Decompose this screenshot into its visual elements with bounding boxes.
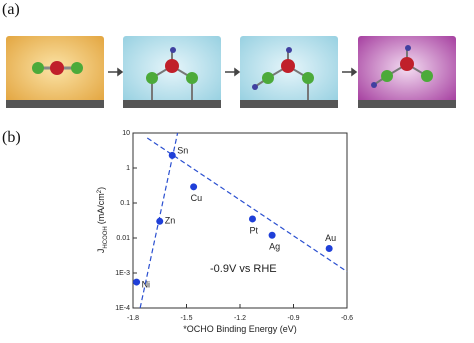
data-point xyxy=(133,278,141,286)
annotation: -0.9V vs RHE xyxy=(210,263,277,275)
data-point xyxy=(156,217,164,225)
panel-label: (b) xyxy=(2,129,21,146)
y-tick-label: 0.01 xyxy=(116,235,130,242)
point-label: Ni xyxy=(142,279,151,289)
point-label: Sn xyxy=(177,146,188,156)
point-label: Pt xyxy=(249,225,258,235)
y-tick-label: 1 xyxy=(126,165,130,172)
y-tick-label: 10 xyxy=(122,130,130,137)
y-axis-label: JHCOOH(mA/cm2) xyxy=(96,187,109,253)
data-point xyxy=(268,231,276,239)
x-tick-label: -1.5 xyxy=(180,315,192,322)
y-tick-label: 0.1 xyxy=(120,200,130,207)
x-tick-label: -1.2 xyxy=(234,315,246,322)
mechanism-diagram xyxy=(6,36,456,108)
data-point xyxy=(168,151,176,159)
panel-label: (a) xyxy=(2,1,20,18)
data-point xyxy=(325,245,333,253)
x-tick-label: -1.8 xyxy=(127,315,139,322)
point-label: Au xyxy=(325,233,336,243)
trend-line xyxy=(146,137,348,273)
point-label: Ag xyxy=(269,242,280,252)
x-tick-label: -0.6 xyxy=(341,315,353,322)
x-tick-label: -0.9 xyxy=(287,315,299,322)
point-label: Cu xyxy=(191,193,203,203)
y-tick-label: 1E-3 xyxy=(115,270,130,277)
y-tick-label: 1E-4 xyxy=(115,305,130,312)
point-label: Zn xyxy=(165,216,176,226)
data-point xyxy=(248,215,256,223)
x-axis-label: *OCHO Binding Energy (eV) xyxy=(183,324,297,334)
data-point xyxy=(190,183,198,191)
